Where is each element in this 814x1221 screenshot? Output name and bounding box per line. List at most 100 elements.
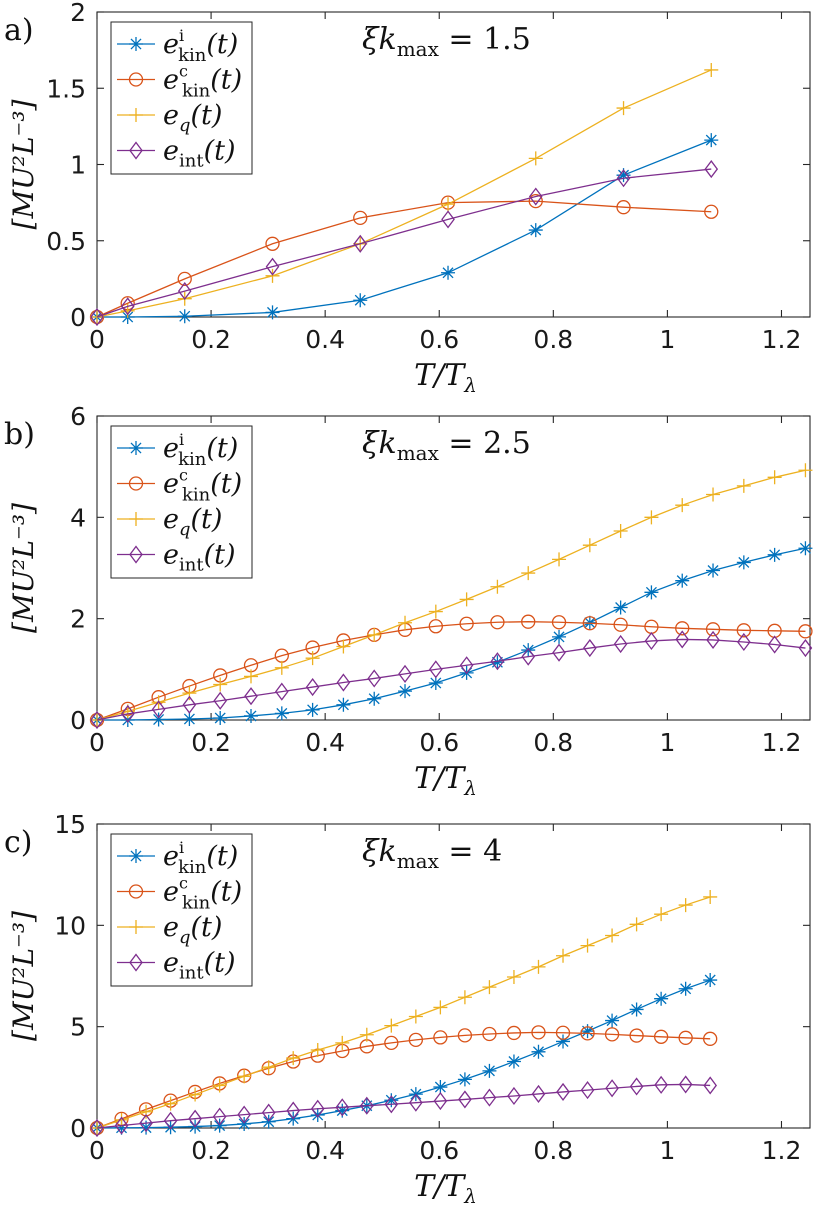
legend-marker: [129, 920, 143, 934]
data-point: [433, 1030, 448, 1045]
data-point: [441, 197, 456, 212]
y-tick-label: 5: [70, 1013, 86, 1042]
data-point: [457, 990, 472, 1005]
data-point: [335, 1098, 350, 1117]
data-point: [408, 1032, 424, 1047]
data-point: [654, 991, 669, 1006]
y-tick-label: 2: [70, 605, 86, 634]
legend-marker: [129, 849, 143, 863]
data-point: [616, 168, 631, 183]
annotation: ξkmax = 4: [362, 834, 502, 873]
data-point: [580, 938, 595, 953]
data-point: [583, 638, 597, 658]
y-tick-label: 0.5: [46, 227, 86, 256]
legend-marker: [129, 545, 143, 564]
y-axis-label: [MU²L⁻³]: [7, 99, 40, 229]
data-point: [120, 704, 135, 724]
data-point: [528, 187, 543, 206]
data-point: [409, 1093, 423, 1112]
data-point: [521, 643, 536, 658]
data-point: [531, 1025, 546, 1040]
legend-box: [110, 833, 253, 987]
data-point: [528, 151, 543, 166]
y-tick-label: 0: [70, 706, 86, 735]
data-point: [433, 1080, 448, 1095]
data-point: [177, 271, 192, 287]
legend-marker: [129, 441, 143, 455]
data-point: [506, 1025, 522, 1041]
data-point: [490, 615, 505, 630]
legend-box: [110, 21, 253, 175]
data-point: [429, 660, 443, 679]
data-point: [367, 627, 382, 642]
data-point: [629, 917, 644, 932]
data-point: [428, 676, 443, 691]
data-point: [163, 1096, 178, 1111]
series-4: [90, 1075, 717, 1138]
data-point: [335, 1035, 350, 1050]
data-point: [177, 281, 192, 301]
data-point: [737, 632, 751, 652]
data-point: [531, 1084, 546, 1104]
data-point: [177, 309, 192, 324]
data-point: [678, 898, 693, 913]
data-point: [286, 1101, 301, 1120]
x-axis-label: T/Tλ: [414, 358, 477, 397]
data-point: [384, 1095, 399, 1114]
data-point: [265, 257, 280, 276]
data-point: [613, 634, 628, 654]
legend-label: eint(t): [163, 136, 236, 172]
data-point: [353, 293, 368, 308]
data-point: [616, 169, 631, 188]
data-point: [90, 710, 104, 730]
data-point: [556, 1082, 570, 1102]
legend-box: [110, 425, 253, 579]
data-point: [644, 585, 659, 600]
data-point: [706, 563, 721, 578]
legend: ei kin(t)ec kin(t)eq(t)eint(t): [110, 425, 253, 579]
data-point: [433, 1000, 448, 1015]
data-point: [675, 498, 690, 513]
plot-area: [96, 823, 811, 1129]
legend-label: eq(t): [163, 912, 222, 948]
data-point: [237, 1116, 252, 1131]
data-point: [798, 624, 813, 639]
data-point: [605, 928, 620, 943]
y-tick-label: 15: [54, 810, 86, 839]
x-tick-label: 0.2: [191, 728, 231, 757]
x-axis-label: T/Tλ: [414, 1169, 477, 1208]
legend-label: ei kin(t): [163, 430, 238, 470]
legend-label: ei kin(t): [163, 838, 238, 878]
data-point: [767, 635, 782, 654]
data-point: [213, 710, 228, 725]
data-point: [336, 673, 351, 692]
data-point: [678, 981, 693, 996]
data-point: [552, 629, 567, 644]
data-point: [678, 1075, 693, 1094]
data-point: [359, 1096, 374, 1115]
data-point: [704, 204, 719, 219]
data-point: [490, 579, 505, 594]
series-4: [90, 630, 813, 730]
data-point: [580, 1024, 595, 1039]
data-point: [212, 1078, 227, 1093]
data-point: [336, 697, 351, 712]
data-point: [704, 159, 719, 179]
data-point: [580, 1026, 595, 1041]
legend-marker: [128, 884, 144, 899]
data-point: [310, 1099, 325, 1118]
x-tick-label: 0.8: [533, 728, 573, 757]
data-point: [531, 959, 546, 974]
data-point: [398, 615, 413, 630]
data-point: [644, 510, 659, 525]
legend-label: ec kin(t): [163, 62, 242, 102]
legend-marker: [129, 141, 143, 160]
data-point: [286, 1051, 301, 1066]
data-point: [237, 1105, 251, 1124]
data-point: [384, 1093, 399, 1108]
data-point: [531, 1044, 546, 1059]
series-line: [96, 896, 711, 1129]
data-point: [798, 638, 813, 658]
data-point: [213, 691, 228, 710]
data-point: [490, 655, 505, 670]
